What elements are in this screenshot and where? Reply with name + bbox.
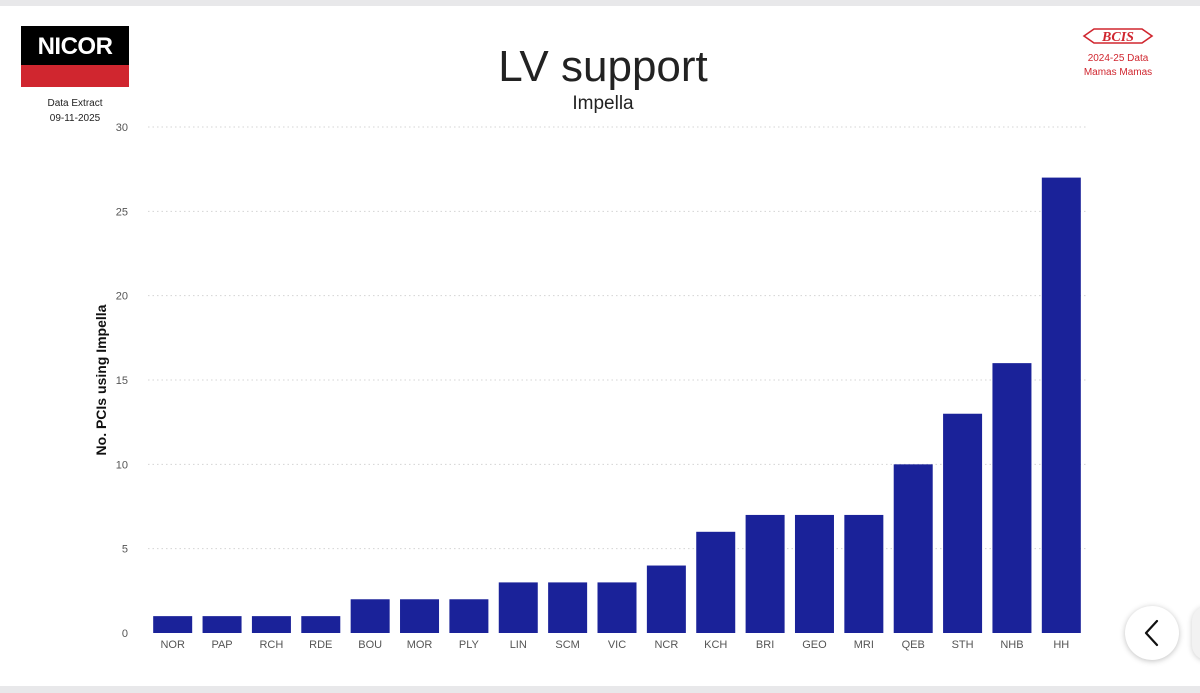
x-tick-label: BRI <box>756 639 774 651</box>
previous-slide-button[interactable] <box>1125 606 1179 660</box>
bar-mor <box>400 599 440 633</box>
x-tick-label: VIC <box>608 639 626 651</box>
bar-nor <box>153 616 193 633</box>
x-tick-label: GEO <box>802 639 827 651</box>
x-tick-label: NHB <box>1000 639 1023 651</box>
x-tick-label: QEB <box>902 639 925 651</box>
bar-ncr <box>646 565 686 633</box>
chart-subtitle: Impella <box>572 93 634 114</box>
bar-lin <box>498 582 538 633</box>
nicor-logo: NICOR <box>21 26 129 87</box>
bcis-logo: BCIS <box>1082 28 1154 45</box>
x-tick-label: NOR <box>160 639 185 651</box>
next-slide-button[interactable] <box>1192 606 1200 660</box>
chevron-left-icon <box>1144 619 1159 647</box>
x-tick-label: MRI <box>854 639 874 651</box>
y-tick-label: 25 <box>116 206 128 218</box>
grid-lines <box>148 126 1086 550</box>
bar-bou <box>350 599 390 633</box>
bar-bri <box>745 514 785 633</box>
x-tick-label: SCM <box>555 639 579 651</box>
logo-stripe <box>21 65 129 87</box>
bar-kch <box>696 531 736 633</box>
bcis-data-year: 2024-25 Data <box>1087 53 1149 64</box>
x-tick-label: BOU <box>358 639 382 651</box>
bcis-logo-text: BCIS <box>1101 30 1134 45</box>
y-ticks: 0 5 10 15 20 25 30 <box>116 122 128 640</box>
top-border <box>0 0 1200 6</box>
data-extract-label: Data Extract <box>47 98 103 109</box>
bar-geo <box>794 514 834 633</box>
bottom-border <box>0 686 1200 693</box>
x-tick-label: MOR <box>407 639 433 651</box>
bcis-info: 2024-25 Data Mamas Mamas <box>1068 52 1168 80</box>
bars <box>153 177 1081 633</box>
bar-pap <box>202 616 242 633</box>
y-tick-label: 20 <box>116 291 128 303</box>
x-tick-label: STH <box>952 639 974 651</box>
x-tick-label: RDE <box>309 639 332 651</box>
x-ticks: NOR PAP RCH RDE BOU MOR PLY LIN SCM VIC NCR KCH BRI G… <box>160 639 1069 651</box>
bar-nhb <box>992 363 1032 633</box>
bar-ply <box>449 599 489 633</box>
x-tick-label: KCH <box>704 639 727 651</box>
bar-qeb <box>893 464 933 633</box>
nicor-logo-text: NICOR <box>37 33 113 60</box>
y-tick-label: 5 <box>122 544 128 556</box>
data-extract-info: Data Extract 09-11-2025 <box>21 96 129 126</box>
bar-vic <box>597 582 637 633</box>
x-tick-label: HH <box>1053 639 1069 651</box>
bar-sth <box>943 413 983 633</box>
bar-mri <box>844 514 884 633</box>
x-tick-label: NCR <box>654 639 678 651</box>
y-tick-label: 15 <box>116 375 128 387</box>
x-tick-label: PLY <box>459 639 480 651</box>
y-tick-label: 10 <box>116 459 128 471</box>
bar-hh <box>1041 177 1081 633</box>
bar-scm <box>548 582 588 633</box>
x-tick-label: LIN <box>510 639 527 651</box>
y-tick-label: 30 <box>116 122 128 134</box>
x-tick-label: PAP <box>211 639 232 651</box>
y-tick-label: 0 <box>122 628 128 640</box>
bar-rde <box>301 616 341 633</box>
chart-title: LV support <box>498 42 708 91</box>
bcis-author: Mamas Mamas <box>1083 67 1153 78</box>
data-extract-date: 09-11-2025 <box>49 113 101 124</box>
x-tick-label: RCH <box>259 639 283 651</box>
bar-rch <box>251 616 291 633</box>
